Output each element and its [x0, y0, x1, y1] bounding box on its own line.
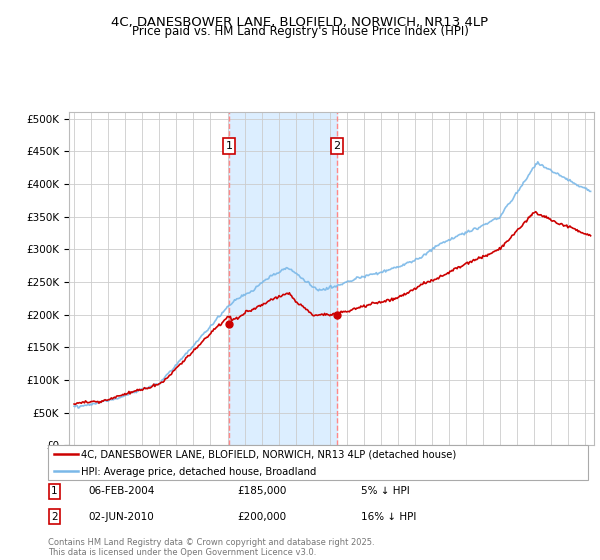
Text: £185,000: £185,000 — [237, 486, 286, 496]
Text: 1: 1 — [51, 486, 58, 496]
Text: 06-FEB-2004: 06-FEB-2004 — [89, 486, 155, 496]
Text: 4C, DANESBOWER LANE, BLOFIELD, NORWICH, NR13 4LP (detached house): 4C, DANESBOWER LANE, BLOFIELD, NORWICH, … — [82, 449, 457, 459]
Text: 4C, DANESBOWER LANE, BLOFIELD, NORWICH, NR13 4LP: 4C, DANESBOWER LANE, BLOFIELD, NORWICH, … — [112, 16, 488, 29]
Text: 2: 2 — [334, 141, 341, 151]
Text: 2: 2 — [51, 512, 58, 522]
Text: Price paid vs. HM Land Registry's House Price Index (HPI): Price paid vs. HM Land Registry's House … — [131, 25, 469, 38]
Text: 5% ↓ HPI: 5% ↓ HPI — [361, 486, 410, 496]
Text: £200,000: £200,000 — [237, 512, 286, 522]
Text: Contains HM Land Registry data © Crown copyright and database right 2025.
This d: Contains HM Land Registry data © Crown c… — [48, 538, 374, 557]
Text: 02-JUN-2010: 02-JUN-2010 — [89, 512, 154, 522]
FancyBboxPatch shape — [48, 445, 588, 480]
Text: HPI: Average price, detached house, Broadland: HPI: Average price, detached house, Broa… — [82, 466, 317, 477]
Bar — [229, 112, 337, 445]
Text: 1: 1 — [226, 141, 233, 151]
Text: 16% ↓ HPI: 16% ↓ HPI — [361, 512, 416, 522]
